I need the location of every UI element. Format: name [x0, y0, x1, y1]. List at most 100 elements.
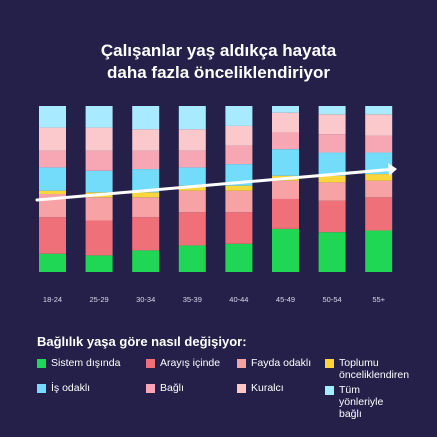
bar-segment-tum-yonleriyle-bagli-45-49 [272, 106, 299, 113]
bar-segment-arayis-icinde-35-39 [178, 212, 206, 246]
trend-arrow-group [35, 163, 397, 202]
x-tick-label: 35-39 [183, 295, 202, 304]
x-tick-labels: 18-24 25-29 30-34 35-39 40-44 45-49 50-54 55+ [43, 295, 386, 304]
x-tick-label: 40-44 [229, 295, 248, 304]
bar-segment-fayda-odakli-35-39 [178, 190, 206, 213]
x-tick-label: 30-34 [136, 295, 155, 304]
chart-title: Çalışanlar yaş aldıkça hayata daha fazla… [0, 40, 437, 84]
legend-item-is-odakli: İş odaklı [37, 382, 90, 394]
bar-segment-bagli-25-29 [85, 150, 113, 171]
bar-segment-sistem-disinda-45-49 [272, 228, 299, 272]
bar-segment-fayda-odakli-25-29 [85, 197, 113, 221]
bar-segment-is-odakli-25-29 [85, 170, 113, 193]
bar-segment-sistem-disinda-35-39 [178, 245, 206, 272]
bar-segment-sistem-disinda-55 [365, 230, 393, 272]
bar-segment-is-odakli-40-44 [225, 164, 253, 186]
bar-segment-fayda-odakli-30-34 [132, 197, 160, 218]
bar-segment-toplumu-onceliklendiren-40-44 [225, 185, 253, 191]
x-tick-label: 50-54 [323, 295, 342, 304]
bar-segment-bagli-18-24 [39, 150, 66, 168]
bar-segment-kuralci-50-54 [318, 114, 346, 135]
bars-group [39, 106, 393, 272]
bar-segment-sistem-disinda-18-24 [39, 253, 66, 272]
bar-segment-bagli-55 [365, 135, 393, 153]
legend-swatch [37, 384, 46, 393]
chart-title-line-1: Çalışanlar yaş aldıkça hayata [100, 41, 337, 60]
legend-label: İş odaklı [51, 382, 91, 394]
bar-segment-toplumu-onceliklendiren-35-39 [178, 185, 206, 191]
legend-swatch [325, 386, 334, 395]
bar-segment-tum-yonleriyle-bagli-40-44 [225, 106, 253, 126]
bar-segment-toplumu-onceliklendiren-50-54 [318, 175, 346, 183]
legend-item-bagli: Bağlı [146, 382, 184, 394]
bar-segment-sistem-disinda-25-29 [85, 255, 113, 272]
bar-segment-toplumu-onceliklendiren-55 [365, 174, 393, 181]
bar-segment-kuralci-25-29 [85, 127, 113, 151]
bar-segment-kuralci-35-39 [178, 129, 206, 151]
bar-segment-arayis-icinde-50-54 [318, 200, 346, 233]
x-tick-label: 18-24 [43, 295, 62, 304]
legend-label: Bağlı [160, 382, 184, 394]
bar-segment-fayda-odakli-40-44 [225, 190, 253, 213]
bar-segment-tum-yonleriyle-bagli-50-54 [318, 106, 346, 115]
x-tick-label: 55+ [372, 295, 385, 304]
legend-swatch [325, 359, 334, 368]
bar-segment-bagli-50-54 [318, 134, 346, 153]
legend-item-tum-yonleriyle-bagli: Tüm yönleriyle bağlı [325, 384, 405, 420]
bar-segment-kuralci-30-34 [132, 129, 160, 151]
bar-segment-bagli-45-49 [272, 132, 299, 150]
bar-segment-kuralci-40-44 [225, 125, 253, 146]
bar-segment-tum-yonleriyle-bagli-35-39 [178, 106, 206, 130]
bar-segment-fayda-odakli-50-54 [318, 182, 346, 201]
bar-segment-tum-yonleriyle-bagli-30-34 [132, 106, 160, 130]
bar-segment-is-odakli-50-54 [318, 152, 346, 176]
bar-segment-is-odakli-45-49 [272, 149, 299, 176]
legend-label: Fayda odaklı [251, 357, 312, 369]
legend-item-kuralci: Kuralcı [237, 382, 284, 394]
legend-item-sistem-disinda: Sistem dışında [37, 357, 120, 369]
bar-segment-toplumu-onceliklendiren-30-34 [132, 192, 160, 198]
bar-segment-sistem-disinda-50-54 [318, 232, 346, 272]
bar-segment-kuralci-45-49 [272, 112, 299, 133]
bar-segment-tum-yonleriyle-bagli-25-29 [85, 106, 113, 128]
legend-label: Tüm yönleriyle bağlı [339, 384, 384, 420]
bar-segment-sistem-disinda-40-44 [225, 243, 253, 272]
legend-swatch [37, 359, 46, 368]
legend-title: Bağlılık yaşa göre nasıl değişiyor: [37, 334, 247, 349]
x-tick-label: 25-29 [90, 295, 109, 304]
legend-item-toplumu-onceliklendiren: Toplumu önceliklendiren [325, 357, 430, 381]
legend-label: Toplumu önceliklendiren [339, 357, 410, 381]
bar-segment-bagli-35-39 [178, 150, 206, 168]
bar-segment-is-odakli-35-39 [178, 167, 206, 186]
legend-label: Arayış içinde [160, 357, 221, 369]
bar-segment-kuralci-55 [365, 114, 393, 136]
bar-segment-arayis-icinde-40-44 [225, 212, 253, 244]
legend-label: Kuralcı [251, 382, 284, 394]
bar-segment-is-odakli-30-34 [132, 169, 160, 193]
legend-label: Sistem dışında [51, 357, 121, 369]
bar-segment-sistem-disinda-30-34 [132, 250, 160, 272]
bar-segment-arayis-icinde-18-24 [39, 217, 66, 254]
trend-arrow-head-icon [388, 163, 397, 176]
trend-arrow-line [35, 168, 392, 202]
bar-segment-arayis-icinde-55 [365, 197, 393, 231]
bar-segment-arayis-icinde-45-49 [272, 198, 299, 229]
bar-segment-bagli-40-44 [225, 145, 253, 165]
legend-item-fayda-odakli: Fayda odaklı [237, 357, 311, 369]
legend-swatch [146, 384, 155, 393]
legend-swatch [146, 359, 155, 368]
bar-segment-arayis-icinde-25-29 [85, 220, 113, 256]
chart-title-line-2: daha fazla önceliklendiriyor [107, 63, 330, 82]
bar-segment-arayis-icinde-30-34 [132, 217, 160, 251]
bar-segment-fayda-odakli-45-49 [272, 180, 299, 199]
legend-swatch [237, 384, 246, 393]
x-tick-label: 45-49 [276, 295, 295, 304]
bar-segment-fayda-odakli-55 [365, 180, 393, 198]
bar-segment-tum-yonleriyle-bagli-55 [365, 106, 393, 115]
legend-swatch [237, 359, 246, 368]
bar-segment-is-odakli-18-24 [39, 167, 66, 191]
bar-segment-bagli-30-34 [132, 150, 160, 170]
bar-segment-tum-yonleriyle-bagli-18-24 [39, 106, 66, 128]
bar-segment-toplumu-onceliklendiren-18-24 [39, 190, 66, 194]
